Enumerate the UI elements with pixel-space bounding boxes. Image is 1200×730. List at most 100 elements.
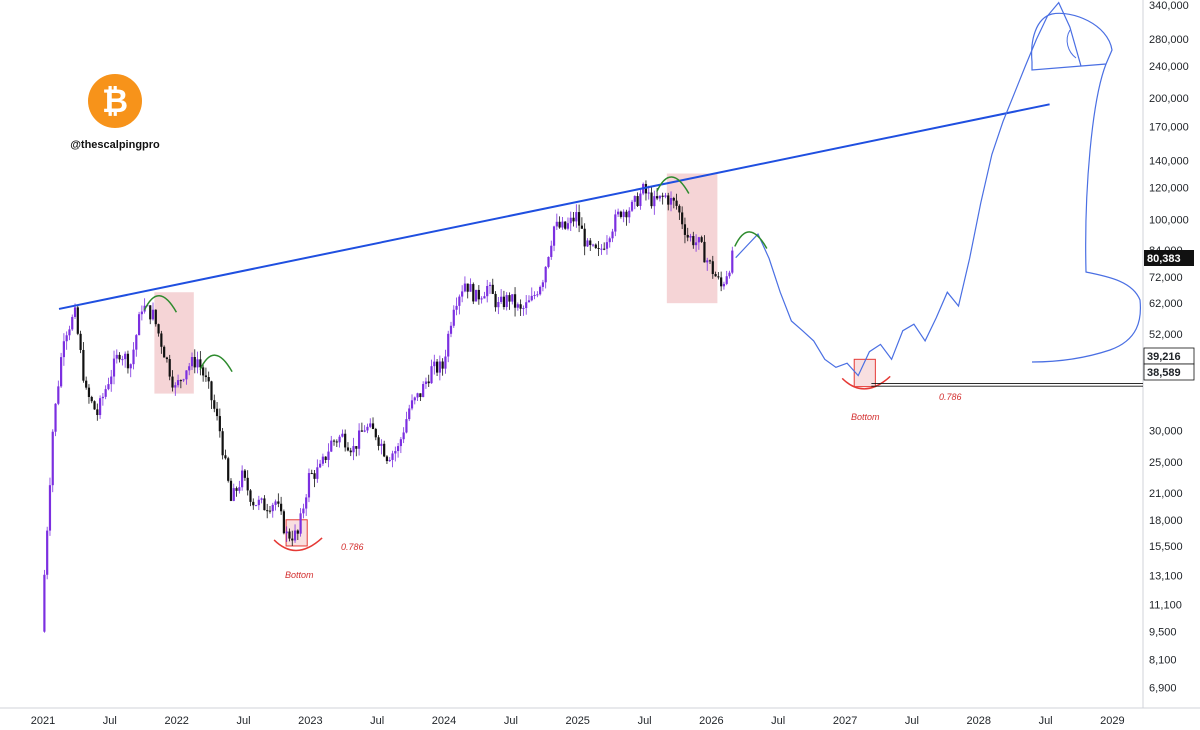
- candle-body: [555, 221, 558, 227]
- candle-body: [527, 300, 531, 303]
- candle-body: [344, 433, 347, 448]
- candle-body: [176, 380, 180, 386]
- candle-body: [163, 346, 166, 358]
- candle-body: [263, 498, 266, 511]
- candle-body: [591, 244, 595, 246]
- watermark-handle: @thescalpingpro: [70, 139, 160, 151]
- candle-body: [614, 214, 617, 232]
- candle-body: [355, 446, 358, 449]
- candle-body: [302, 508, 305, 514]
- candle-body: [126, 353, 130, 369]
- candle-body: [62, 341, 65, 358]
- price-tick-label: 30,000: [1149, 425, 1183, 437]
- candle-body: [305, 497, 308, 509]
- price-tick-label: 62,000: [1149, 298, 1183, 310]
- candle-body: [608, 238, 611, 243]
- candle-body: [107, 384, 110, 390]
- candle-body: [394, 451, 397, 454]
- candle-body: [185, 370, 188, 380]
- candle-body: [544, 266, 547, 283]
- candle-body: [129, 364, 132, 369]
- candle-body: [360, 430, 363, 432]
- time-tick-label: Jul: [771, 715, 785, 727]
- candle-body: [650, 192, 653, 207]
- candle-body: [708, 260, 712, 262]
- candle-body: [661, 195, 664, 197]
- last-price-badge: 80,383: [1144, 250, 1194, 266]
- candle-body: [241, 470, 244, 488]
- candle-body: [299, 513, 302, 534]
- candle-body: [246, 477, 249, 491]
- bitcoin-logo-glyph: ₿: [102, 82, 128, 120]
- candle-body: [227, 458, 230, 481]
- time-tick-label: 2026: [699, 715, 723, 727]
- candle-body: [483, 296, 486, 299]
- candle-body: [171, 376, 174, 388]
- projection-return: [1031, 63, 1142, 363]
- candle-body: [391, 453, 394, 460]
- candle-body: [307, 473, 311, 498]
- candle-body: [296, 530, 299, 534]
- candle-body: [235, 488, 238, 491]
- candle-body: [511, 294, 514, 302]
- candle-body: [525, 302, 528, 309]
- price-tick-label: 170,000: [1149, 122, 1189, 134]
- candle-body: [238, 487, 241, 491]
- candle-body: [316, 467, 319, 479]
- candle-body: [380, 443, 383, 446]
- candle-body: [293, 530, 297, 541]
- candle-body: [204, 375, 208, 378]
- candle-body: [474, 289, 478, 302]
- candle-body: [377, 437, 380, 446]
- candle-body: [385, 456, 389, 462]
- candle-body: [639, 193, 642, 206]
- candle-body: [327, 451, 330, 460]
- candle-body: [196, 359, 199, 368]
- candle-body: [76, 307, 79, 334]
- candle-body: [132, 349, 135, 365]
- candle-body: [65, 335, 68, 342]
- candle-body: [731, 250, 734, 273]
- candle-body: [569, 217, 572, 224]
- candle-body: [257, 499, 260, 506]
- bottom-arc-1: [273, 537, 323, 552]
- candle-body: [260, 498, 263, 500]
- candle-body: [714, 274, 717, 277]
- bitcoin-logo-icon: [88, 74, 142, 128]
- time-tick-label: Jul: [236, 715, 250, 727]
- time-tick-label: 2025: [565, 715, 589, 727]
- candle-body: [628, 210, 631, 218]
- candle-body: [681, 212, 684, 225]
- candle-body: [477, 289, 480, 300]
- candle-body: [416, 393, 419, 398]
- candle-body: [215, 408, 219, 417]
- candle-body: [137, 314, 141, 336]
- candle-body: [552, 226, 556, 246]
- candle-body: [422, 384, 425, 398]
- candle-body: [600, 248, 603, 250]
- price-axis[interactable]: 340,000 280,000 240,000 200,000 170,000 140,0…: [1149, 0, 1189, 695]
- fib-level-2-badge-bg: [1143, 363, 1195, 381]
- candle-body: [369, 423, 372, 427]
- top-zone-2: [666, 173, 718, 304]
- candle-body: [157, 324, 160, 334]
- candle-body: [619, 211, 622, 217]
- candle-body: [341, 433, 344, 437]
- candle-body: [603, 248, 606, 250]
- candle-body: [694, 242, 698, 246]
- candle-body: [653, 196, 656, 207]
- candle-body: [566, 223, 570, 229]
- candle-body: [664, 195, 667, 197]
- candle-body: [580, 225, 583, 229]
- candle-body: [683, 224, 687, 235]
- candle-body: [224, 455, 227, 459]
- candle-body: [675, 200, 678, 206]
- candle-body: [98, 398, 102, 416]
- candle-body: [438, 361, 441, 373]
- price-tick-label: 18,000: [1149, 515, 1183, 527]
- candle-body: [486, 286, 489, 297]
- candle-body: [73, 307, 77, 317]
- candle-body: [280, 503, 283, 512]
- time-axis[interactable]: 2021 Jul 2022 Jul 2023 Jul 2024 Jul 2025 Jul 2026 J…: [31, 715, 1125, 727]
